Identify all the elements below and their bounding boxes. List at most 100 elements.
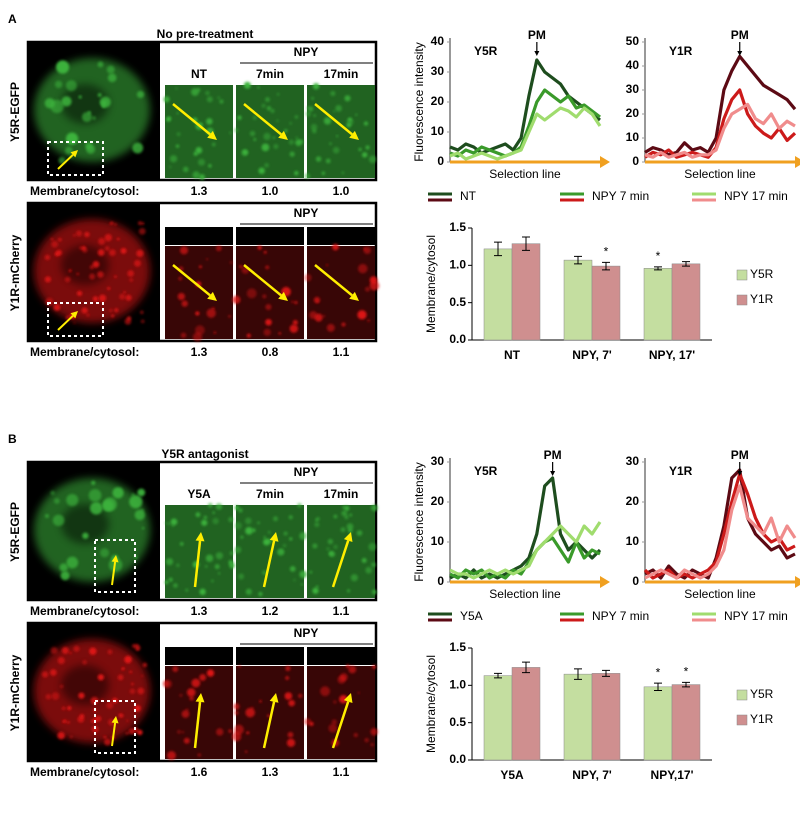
arrow-head: [278, 130, 288, 140]
zoom-speck: [358, 263, 368, 274]
bar: [563, 259, 593, 341]
zoom-speck: [273, 516, 278, 522]
error-bar: [682, 681, 690, 688]
condition-label: Y5A: [187, 648, 211, 662]
zoom-content: [233, 81, 304, 178]
ratio-label: Membrane/cytosol:: [30, 604, 139, 618]
zoom-speck: [314, 522, 320, 528]
zoom-speck: [321, 171, 326, 175]
zoom-speck: [289, 151, 295, 157]
zoom-speck: [261, 103, 266, 108]
zoom-speck: [258, 591, 263, 597]
cell-speck: [100, 548, 110, 558]
zoom-speck: [294, 300, 298, 305]
cell-speck: [56, 249, 62, 256]
cell-speck: [90, 696, 99, 705]
condition-label: NT: [191, 67, 208, 81]
cell-speck: [109, 308, 113, 313]
zoom-speck: [344, 505, 350, 511]
image-frame: [26, 621, 378, 763]
zoom-speck: [370, 728, 378, 736]
legend-label: Y5R: [750, 687, 774, 701]
zoom-speck: [289, 122, 292, 125]
intensity-line: [644, 88, 797, 159]
significance-mark: *: [656, 665, 661, 679]
x-axis-arrowhead: [795, 156, 800, 168]
zoom-speck: [229, 131, 232, 134]
cell-speck: [76, 272, 80, 276]
cell-speck: [97, 93, 102, 97]
zoom-speck: [284, 692, 293, 700]
cell-speck: [136, 249, 144, 258]
zoom-speck: [228, 516, 234, 523]
zoom-speck: [229, 551, 234, 556]
zoom-speck: [181, 300, 188, 307]
zoom-speck: [173, 583, 178, 588]
zoom-speck: [206, 258, 209, 261]
cell-speck: [89, 647, 97, 656]
pm-label: PM: [731, 28, 749, 42]
zoom-speck: [328, 723, 338, 733]
x-axis-label: Selection line: [489, 167, 561, 181]
cell-speck: [49, 669, 57, 676]
arrow-head: [195, 532, 205, 542]
row-label: Y1R-mCherry: [8, 234, 22, 311]
cell-speck: [140, 319, 145, 324]
ratio-value: 1.3: [191, 604, 208, 618]
zoom-speck: [245, 707, 255, 718]
arrow-shaft: [243, 264, 282, 297]
zoom-speck: [332, 146, 340, 154]
zoom-speck: [195, 512, 201, 518]
zoom-speck: [165, 558, 174, 566]
bar: [671, 263, 701, 341]
zoom-speck: [288, 699, 295, 707]
zoom-speck: [206, 308, 216, 318]
cell-body: [34, 219, 150, 325]
chart-title: Y5R: [474, 44, 498, 58]
cell-speck: [51, 240, 59, 248]
y-tick-label: 1.0: [449, 678, 466, 692]
header-bg: [307, 227, 375, 245]
cell-speck: [110, 221, 114, 225]
error-bar: [522, 236, 530, 251]
ratio-value: 1.6: [191, 765, 208, 779]
arrow-shaft: [111, 561, 117, 586]
zoom-speck: [313, 114, 316, 117]
cell-speck: [104, 246, 110, 251]
cell-nucleus: [61, 245, 109, 285]
y-tick-label: 50: [626, 34, 640, 48]
cell-speck: [97, 61, 104, 68]
row-label: Y5R-EGFP: [8, 82, 22, 142]
cell-speck: [134, 259, 141, 267]
cell-speck: [66, 556, 79, 569]
zoom-content: [232, 245, 304, 339]
zoom-speck: [246, 288, 257, 299]
zoom-speck: [332, 243, 339, 251]
condition-label: 7min: [256, 67, 284, 81]
cell-speck: [132, 142, 144, 154]
zoom-speck: [365, 145, 370, 150]
cell-speck: [98, 294, 107, 302]
zoom-speck: [315, 156, 322, 162]
bar: [483, 675, 513, 761]
zoom-speck: [276, 119, 279, 122]
cell-speck: [78, 692, 85, 699]
zoom-speck: [215, 503, 223, 510]
arrow-shaft: [314, 103, 353, 136]
cell-speck: [66, 493, 79, 507]
cell-speck: [41, 671, 49, 678]
arrow-head: [343, 693, 353, 703]
zoom-speck: [257, 521, 260, 525]
pm-label: PM: [528, 28, 546, 42]
zoom-speck: [179, 693, 183, 697]
zoom-speck: [266, 106, 272, 111]
cell-speck: [141, 527, 145, 530]
cell-speck: [44, 254, 51, 261]
zoom-speck: [299, 532, 307, 540]
cell-speck: [66, 720, 70, 724]
arrow-shaft: [331, 701, 350, 749]
intensity-line: [449, 88, 601, 158]
row-label: Y5R-EGFP: [8, 502, 22, 562]
cell-speck: [106, 701, 114, 709]
zoom-speck: [311, 96, 314, 100]
